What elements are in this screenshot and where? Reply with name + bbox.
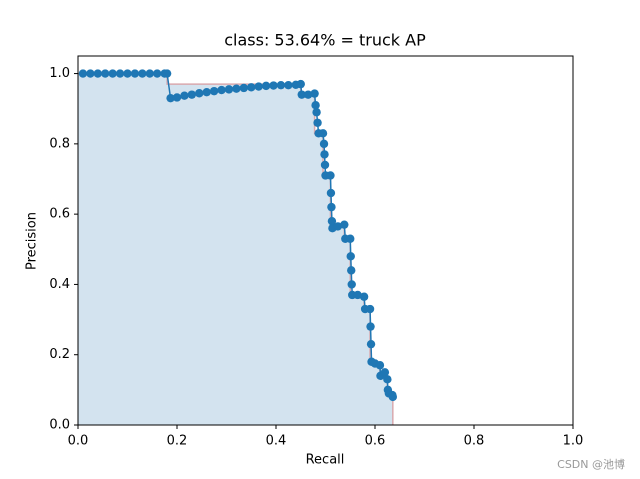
marker	[318, 129, 328, 138]
marker	[261, 81, 271, 91]
marker	[326, 171, 335, 180]
marker	[365, 304, 375, 314]
marker	[327, 202, 336, 212]
marker	[187, 90, 197, 99]
x-tick-label: 0.2	[167, 434, 188, 449]
marker	[388, 392, 398, 402]
marker	[312, 108, 321, 117]
marker	[320, 150, 329, 159]
marker	[239, 83, 249, 93]
y-tick-label: 0.2	[49, 347, 70, 362]
marker	[359, 292, 369, 301]
marker	[115, 69, 125, 78]
marker	[195, 89, 204, 98]
marker	[326, 188, 336, 198]
y-tick-label: 0.8	[49, 136, 70, 151]
marker	[320, 160, 330, 170]
area	[78, 73, 393, 426]
marker	[346, 252, 355, 261]
marker	[254, 82, 263, 91]
marker	[93, 69, 103, 78]
marker	[340, 220, 349, 229]
marker	[347, 266, 356, 275]
marker	[153, 69, 162, 78]
marker	[172, 93, 182, 102]
y-tick-label: 1.0	[49, 66, 70, 81]
marker	[380, 368, 390, 377]
marker	[217, 85, 226, 95]
marker	[366, 339, 376, 349]
x-tick-label: 0.0	[68, 434, 89, 449]
marker	[333, 222, 343, 231]
y-tick-label: 0.6	[49, 207, 70, 222]
marker	[145, 69, 154, 78]
marker	[180, 91, 189, 100]
marker	[310, 89, 319, 98]
marker	[375, 361, 385, 370]
marker	[166, 93, 175, 103]
marker	[319, 139, 329, 149]
y-axis-label: Precision	[25, 212, 40, 270]
x-axis-label: Recall	[306, 453, 345, 468]
marker	[327, 216, 337, 226]
marker	[224, 85, 234, 94]
marker	[123, 69, 132, 78]
marker	[366, 322, 375, 331]
x-tick-label: 1.0	[563, 434, 584, 449]
marker	[303, 90, 313, 99]
x-tick-label: 0.4	[266, 434, 287, 449]
chart-title: class: 53.64% = truck AP	[224, 31, 426, 50]
marker	[297, 90, 306, 99]
marker	[383, 375, 392, 384]
marker	[284, 80, 293, 90]
marker	[346, 234, 355, 243]
marker	[296, 79, 305, 89]
marker	[347, 280, 356, 289]
watermark: CSDN @池博	[557, 458, 625, 471]
marker	[247, 83, 256, 92]
marker	[311, 101, 320, 110]
y-tick-label: 0.4	[49, 277, 70, 292]
x-tick-label: 0.6	[365, 434, 386, 449]
marker	[209, 86, 219, 96]
marker	[108, 69, 117, 78]
y-tick-label: 0.0	[49, 418, 70, 433]
marker	[162, 69, 172, 78]
marker	[130, 69, 140, 78]
marker	[269, 81, 278, 90]
marker	[276, 80, 286, 90]
plot-frame	[77, 55, 574, 426]
marker	[86, 69, 95, 78]
marker	[138, 69, 147, 78]
marker	[78, 69, 88, 78]
x-tick-label: 0.8	[464, 434, 485, 449]
marker	[101, 69, 110, 78]
marker	[202, 87, 211, 97]
marker	[353, 290, 362, 300]
marker	[232, 84, 241, 93]
marker	[313, 118, 322, 127]
